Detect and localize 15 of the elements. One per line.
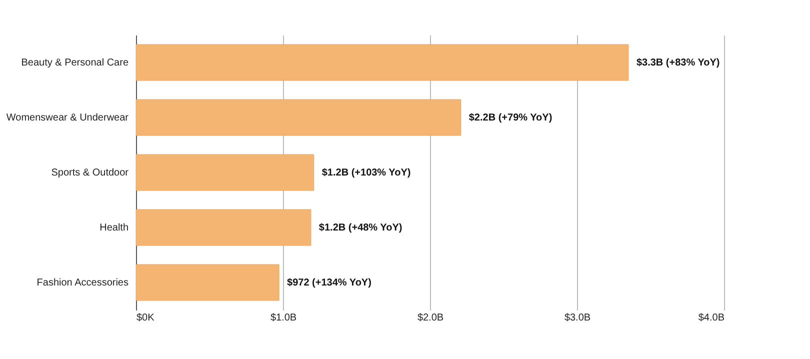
- annotation: $2.2B (+79% YoY): [468, 112, 552, 124]
- x-tick-label: $2.0B: [417, 312, 444, 324]
- y-tick-label: Health: [100, 222, 128, 234]
- y-tick-label: Fashion Accessories: [36, 278, 128, 288]
- annotation: $1.2B (+48% YoY): [318, 222, 402, 234]
- annotation: $972 (+134% YoY): [287, 278, 372, 288]
- annotation: $3.3B (+83% YoY): [636, 58, 720, 68]
- y-tick-label: Womenswear & Underwear: [6, 112, 130, 124]
- x-tick-label: $3.0B: [564, 312, 591, 324]
- y-tick-label: Beauty & Personal Care: [21, 58, 129, 68]
- annotation: $1.2B (+103% YoY): [322, 168, 411, 178]
- x-tick-label: $4.0B: [698, 312, 725, 324]
- x-tick-label: $0K: [136, 312, 155, 324]
- x-tick-label: $1.0B: [270, 312, 297, 324]
- y-tick-label: Sports & Outdoor: [51, 168, 130, 178]
